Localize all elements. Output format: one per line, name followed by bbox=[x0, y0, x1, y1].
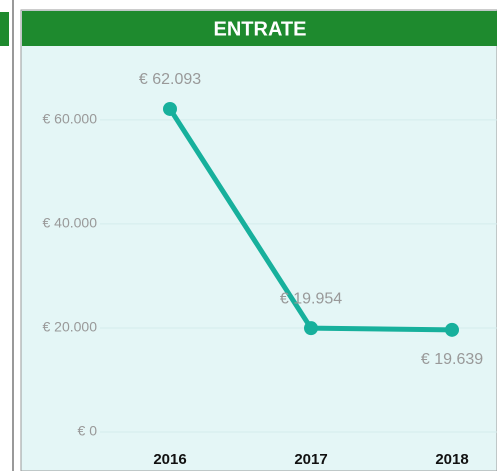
panel bbox=[20, 9, 497, 472]
y-tick-label: € 0 bbox=[78, 423, 98, 439]
y-tick-label: € 20.000 bbox=[43, 319, 98, 335]
x-tick-label: 2017 bbox=[294, 451, 327, 468]
chart-title: ENTRATE bbox=[214, 18, 307, 40]
y-tick-label: € 60.000 bbox=[43, 111, 98, 127]
data-label: € 19.954 bbox=[280, 290, 342, 307]
side-tab bbox=[0, 12, 9, 46]
data-label: € 19.639 bbox=[421, 351, 483, 368]
point bbox=[304, 321, 318, 336]
header bbox=[22, 11, 497, 46]
y-tick-label: € 40.000 bbox=[43, 215, 98, 231]
data-label: € 62.093 bbox=[139, 71, 201, 88]
x-tick-label: 2018 bbox=[435, 451, 468, 468]
point bbox=[445, 322, 459, 337]
point bbox=[163, 101, 177, 116]
x-tick-label: 2016 bbox=[153, 451, 186, 468]
